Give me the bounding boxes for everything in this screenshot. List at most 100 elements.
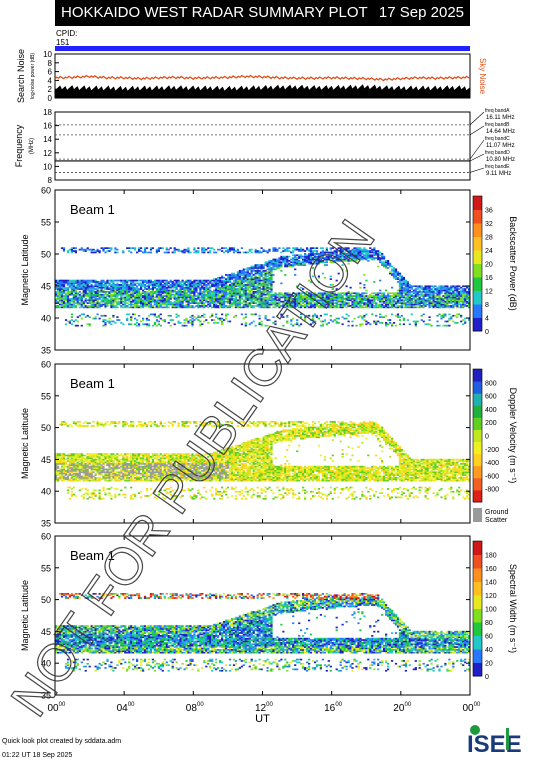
- power-cell: [159, 282, 162, 285]
- power-cell: [414, 299, 417, 302]
- power-cell: [266, 264, 269, 266]
- power-cell: [203, 320, 206, 323]
- power-cell: [315, 250, 319, 252]
- power-cell: [211, 299, 214, 302]
- power-cell: [278, 267, 281, 269]
- power-cell: [104, 314, 107, 317]
- power-cell: [108, 299, 111, 302]
- power-cell: [391, 303, 394, 306]
- power-cell: [404, 305, 407, 307]
- power-cell: [94, 298, 97, 300]
- power-cell: [323, 305, 326, 307]
- power-cell: [351, 257, 354, 259]
- power-cell: [209, 292, 212, 295]
- power-cell: [398, 272, 402, 275]
- power-cell: [155, 299, 158, 302]
- power-cell: [169, 295, 172, 297]
- power-cell: [90, 292, 93, 295]
- power-cell: [392, 275, 396, 278]
- power-cell: [400, 275, 403, 278]
- power-cell: [106, 320, 109, 323]
- power-cell: [171, 289, 174, 292]
- power-cell: [468, 291, 471, 293]
- power-cell: [246, 305, 249, 307]
- power-cell: [159, 300, 162, 303]
- power-cell: [155, 316, 158, 319]
- power-cell: [402, 288, 405, 290]
- power-cell: [402, 282, 405, 285]
- power-cell: [155, 320, 158, 323]
- power-cell: [353, 248, 356, 251]
- velocity-cell: [70, 490, 73, 493]
- power-cell: [256, 296, 259, 299]
- power-cell: [365, 320, 368, 323]
- power-cell: [268, 302, 271, 305]
- power-cell: [126, 289, 129, 292]
- power-cell: [86, 288, 89, 290]
- power-cell: [377, 292, 380, 295]
- power-cell: [286, 305, 289, 307]
- power-cell: [242, 274, 245, 276]
- power-cell: [138, 288, 141, 290]
- power-cell: [149, 303, 153, 306]
- power-cell: [165, 282, 168, 285]
- power-cell: [317, 296, 320, 299]
- power-cell: [351, 320, 354, 323]
- power-cell: [345, 295, 348, 297]
- power-cell: [122, 303, 125, 306]
- power-cell: [290, 303, 293, 306]
- power-cell: [418, 300, 421, 303]
- power-cell: [80, 284, 83, 286]
- power-cell: [213, 293, 216, 296]
- power-cell: [327, 257, 330, 259]
- power-cell: [86, 279, 89, 282]
- noise-ytick-label: 0: [48, 94, 53, 103]
- power-cell: [252, 288, 255, 290]
- power-cell: [311, 253, 315, 255]
- power-cell: [284, 300, 287, 303]
- power-cell: [183, 296, 186, 299]
- power-cell: [232, 285, 236, 288]
- power-cell: [458, 313, 461, 316]
- power-cell: [118, 289, 121, 292]
- power-cell: [452, 298, 455, 300]
- power-colorbar-segment: [473, 304, 482, 318]
- power-cell: [225, 285, 228, 288]
- power-cell: [217, 296, 220, 299]
- power-cell: [349, 292, 352, 295]
- power-cell: [278, 261, 281, 264]
- power-cell: [359, 250, 362, 252]
- power-cell: [199, 302, 202, 305]
- power-cell: [309, 281, 313, 283]
- power-cell: [379, 322, 382, 324]
- power-cell: [120, 281, 123, 283]
- power-cell: [327, 322, 330, 324]
- power-cell: [104, 285, 107, 288]
- power-cell: [234, 250, 237, 252]
- power-cell: [60, 284, 64, 286]
- power-cell: [264, 324, 267, 327]
- power-cell: [406, 302, 409, 305]
- power-cell: [165, 289, 168, 292]
- power-cell: [387, 300, 390, 303]
- velocity-cell: [100, 464, 103, 467]
- power-cell: [420, 291, 423, 293]
- power-cell: [100, 295, 103, 297]
- power-cell: [138, 296, 141, 299]
- power-cell: [317, 275, 320, 278]
- power-cell: [335, 258, 338, 261]
- power-cell: [187, 303, 190, 306]
- power-cell: [92, 289, 95, 292]
- power-cell: [296, 248, 299, 251]
- power-cell: [90, 299, 93, 302]
- power-cell: [106, 247, 109, 250]
- velocity-cell: [59, 458, 62, 461]
- power-cell: [74, 296, 77, 299]
- power-cell: [391, 300, 394, 303]
- power-cell: [173, 296, 176, 299]
- power-cell: [140, 284, 143, 286]
- power-cell: [64, 288, 68, 290]
- power-cell: [264, 299, 267, 302]
- velocity-cell: [96, 421, 99, 423]
- power-cell: [78, 288, 81, 290]
